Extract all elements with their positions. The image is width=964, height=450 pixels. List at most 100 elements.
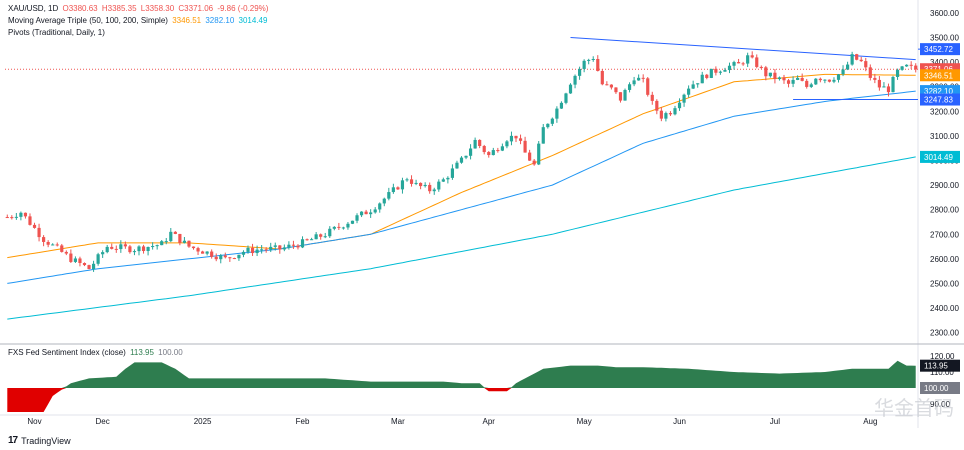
candle-body (82, 263, 87, 266)
candle-body (641, 77, 645, 79)
time-tick-label: Apr (483, 417, 496, 426)
candle-body (350, 220, 355, 224)
candle-body (591, 58, 595, 60)
candle-body (668, 113, 673, 115)
candle-body (419, 182, 423, 187)
candle-body (91, 263, 96, 270)
candle-body (805, 80, 809, 87)
candle-body (886, 86, 891, 93)
time-tick-label: Nov (27, 417, 41, 426)
fed-tag (920, 382, 960, 394)
candle-body (319, 234, 323, 237)
candle-body (827, 79, 832, 82)
price-tick-label: 2800.00 (930, 206, 959, 215)
candle-body (300, 239, 305, 248)
fed-tag-label: 100.00 (924, 384, 949, 393)
candle-body (60, 245, 64, 252)
candle-body (718, 71, 723, 73)
candle-body (441, 179, 445, 182)
candle-body (487, 152, 491, 156)
candle-body (64, 251, 68, 254)
candle-body (655, 100, 659, 111)
fed-legend: FXS Fed Sentiment Index (close) 113.95 1… (8, 348, 183, 357)
candle-body (623, 89, 627, 101)
price-tag (920, 43, 960, 56)
candle-body (373, 209, 377, 213)
fed-positive-area (7, 360, 916, 388)
candle-body (800, 77, 804, 81)
candle-body (87, 265, 91, 270)
ohlc-open: O3380.63 (62, 4, 98, 13)
candle-body (260, 249, 264, 251)
candle-body (51, 244, 55, 246)
candle-body (332, 226, 336, 229)
candle-body (846, 64, 850, 70)
candle-body (496, 150, 500, 152)
price-tick-label: 3500.00 (930, 34, 959, 43)
candle-body (14, 216, 18, 218)
candle-body (123, 244, 127, 247)
candle-body (328, 228, 332, 237)
candle-body (564, 93, 568, 103)
candle-body (146, 246, 150, 252)
watermark: 华金首码 (874, 396, 954, 420)
candle-body (705, 74, 709, 78)
candle-body (337, 226, 341, 228)
candle-body (250, 247, 255, 254)
candle-body (809, 84, 813, 87)
candle-body (532, 160, 536, 165)
candle-body (37, 227, 41, 238)
candle-body (310, 239, 314, 241)
candle-body (296, 245, 300, 248)
candle-body (855, 54, 859, 60)
candle-body (191, 246, 196, 249)
candle-body (864, 61, 868, 68)
candle-body (305, 239, 309, 241)
price-tag-label: 3346.51 (924, 71, 953, 80)
candle-body (23, 212, 28, 217)
candle-body (832, 79, 836, 82)
price-tick-label: 2300.00 (930, 329, 959, 338)
candle-body (700, 74, 704, 84)
ma100-line (7, 90, 916, 284)
time-tick-label: Jun (673, 417, 686, 426)
ohlc-change: -9.86 (-0.29%) (217, 4, 269, 13)
candle-body (405, 179, 409, 181)
candle-body (164, 241, 168, 243)
candle-body (764, 67, 768, 77)
candle-body (546, 123, 550, 128)
candle-body (777, 77, 782, 80)
candle-body (723, 70, 727, 72)
candle-body (891, 76, 895, 93)
candle-body (205, 251, 209, 254)
price-tag-label: 3452.72 (924, 45, 953, 54)
candle-body (596, 58, 600, 72)
candle-body (459, 157, 464, 163)
candle-body (614, 87, 618, 93)
candle-body (627, 84, 632, 90)
candle-body (573, 75, 577, 85)
candle-body (455, 162, 459, 169)
candle-body (555, 108, 559, 119)
price-tag-label: 3282.10 (924, 87, 953, 96)
price-tick-label: 2700.00 (930, 230, 959, 239)
candle-body (877, 79, 881, 88)
candle-body (423, 184, 427, 187)
time-tick-label: Jul (770, 417, 780, 426)
candle-body (559, 102, 564, 109)
ma50-value: 3346.51 (172, 16, 202, 25)
candle-body (727, 65, 732, 71)
candle-body (464, 155, 468, 158)
price-tag-label: 3014.49 (924, 153, 953, 162)
candle-body (814, 78, 818, 85)
candle-body (151, 246, 155, 248)
candle-body (759, 66, 763, 68)
candle-body (187, 240, 191, 247)
candle-body (791, 79, 795, 84)
candle-body (291, 244, 296, 246)
candle-body (241, 251, 246, 255)
candle-body (346, 223, 350, 228)
candle-body (750, 55, 754, 58)
ma100-value: 3282.10 (205, 16, 235, 25)
